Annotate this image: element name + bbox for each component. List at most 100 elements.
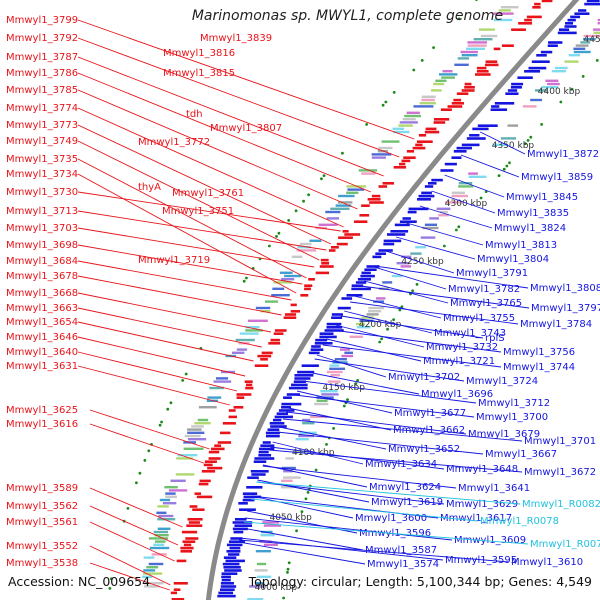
- category-stripe-mark: [298, 434, 314, 438]
- reverse-gene-label: Mmwyl1_3696: [421, 389, 493, 400]
- dot-mark: [354, 382, 358, 385]
- dot-mark: [570, 87, 574, 91]
- reverse-gene-label: Mmwyl1_3600: [355, 513, 427, 524]
- reverse-gene-mark: [341, 297, 353, 300]
- forward-gene-label: Mmwyl1_3774: [6, 103, 78, 114]
- forward-gene-mark: [424, 130, 440, 134]
- reverse-gene-leader: [286, 411, 467, 435]
- category-stripe-mark: [346, 191, 359, 194]
- category-stripe-mark: [318, 223, 338, 226]
- reverse-gene-label: Mmwyl1_3724: [466, 376, 538, 387]
- dot-mark: [307, 193, 311, 197]
- forward-gene-mark: [369, 201, 384, 204]
- category-stripe-mark: [254, 569, 268, 572]
- forward-gene-mark: [484, 63, 499, 67]
- forward-gene-mark: [425, 127, 437, 131]
- reverse-gene-leader: [251, 495, 354, 519]
- category-stripe-mark: [465, 47, 486, 50]
- forward-gene-mark: [182, 540, 196, 543]
- category-stripe-mark: [245, 329, 263, 332]
- reverse-gene-leader: [294, 394, 475, 418]
- category-stripe-mark: [404, 114, 421, 118]
- forward-gene-leader: [77, 227, 315, 268]
- rna-gene-label: Mmwyl1_R0076: [530, 539, 600, 550]
- dot-mark: [143, 459, 147, 462]
- category-stripe-mark: [263, 524, 282, 527]
- dot-mark: [267, 244, 271, 248]
- reverse-gene-leader: [322, 344, 502, 368]
- category-stripe-mark: [438, 214, 449, 217]
- category-stripe-mark: [143, 572, 163, 575]
- forward-gene-leader: [89, 562, 170, 591]
- reverse-gene-mark: [337, 306, 351, 310]
- reverse-gene-leader: [374, 266, 447, 290]
- forward-gene-label: Mmwyl1_3713: [6, 206, 78, 217]
- reverse-gene-mark: [461, 143, 480, 147]
- forward-gene-mark: [415, 143, 423, 147]
- forward-gene-mark: [433, 121, 446, 124]
- category-stripe-mark: [568, 54, 580, 57]
- category-stripe-mark: [433, 82, 445, 86]
- reverse-gene-mark: [294, 374, 314, 377]
- reverse-gene-mark: [297, 370, 315, 374]
- forward-gene-mark: [222, 422, 236, 425]
- category-stripe-mark: [344, 351, 354, 354]
- reverse-gene-mark: [217, 594, 236, 598]
- forward-gene-mark: [433, 118, 450, 121]
- category-stripe-mark: [439, 210, 448, 214]
- reverse-gene-mark: [233, 530, 244, 534]
- rna-gene-label: Mmwyl1_R0082: [522, 499, 600, 510]
- category-stripe-mark: [415, 246, 427, 249]
- forward-gene-mark: [268, 342, 281, 345]
- category-stripe-mark: [400, 265, 412, 268]
- reverse-gene-mark: [507, 89, 518, 92]
- category-stripe-mark: [279, 271, 293, 274]
- forward-gene-mark: [353, 220, 368, 223]
- category-stripe-mark: [593, 31, 600, 34]
- dot-mark: [392, 91, 396, 94]
- forward-gene-mark: [461, 89, 475, 92]
- reverse-gene-mark: [567, 18, 576, 22]
- reverse-gene-mark: [222, 562, 240, 566]
- forward-gene-label: Mmwyl1_3735: [6, 154, 78, 165]
- category-stripe-mark: [406, 111, 420, 114]
- forward-gene-label: Mmwyl1_3625: [6, 405, 78, 416]
- forward-gene-leader: [89, 423, 204, 464]
- forward-gene-mark: [257, 354, 272, 358]
- reverse-gene-label: Mmwyl1_3648: [446, 464, 518, 475]
- category-stripe-mark: [396, 262, 410, 265]
- forward-gene-label: Mmwyl1_3561: [6, 517, 78, 528]
- reverse-gene-mark: [291, 383, 308, 387]
- dot-mark: [275, 235, 278, 238]
- forward-gene-mark: [211, 447, 225, 451]
- forward-gene-label: Mmwyl1_3631: [6, 361, 78, 372]
- reverse-gene-mark: [431, 178, 443, 182]
- dot-mark: [378, 340, 382, 344]
- dot-mark: [332, 427, 335, 430]
- category-stripe-mark: [255, 306, 271, 310]
- reverse-gene-mark: [319, 335, 337, 339]
- forward-gene-label: Mmwyl1_3839: [200, 33, 272, 44]
- category-stripe-mark: [157, 527, 171, 530]
- forward-gene-mark: [304, 287, 311, 291]
- reverse-gene-mark: [408, 207, 429, 211]
- forward-gene-mark: [170, 591, 178, 595]
- position-tick-label: 4400 kbp: [538, 87, 581, 97]
- category-stripe-mark: [467, 41, 488, 44]
- reverse-gene-mark: [531, 60, 550, 63]
- forward-gene-mark: [180, 546, 194, 550]
- reverse-gene-mark: [226, 550, 241, 553]
- reverse-gene-mark: [584, 2, 600, 6]
- category-stripe-mark: [316, 399, 328, 402]
- category-stripe-mark: [337, 201, 353, 204]
- feature-tracks: [108, 0, 600, 600]
- reverse-gene-mark: [326, 326, 343, 329]
- reverse-gene-label: Mmwyl1_3677: [394, 408, 466, 419]
- reverse-gene-leader: [316, 354, 387, 378]
- position-tick-label: 4350 kbp: [492, 141, 535, 151]
- forward-gene-mark: [474, 73, 491, 76]
- forward-gene-mark: [181, 530, 198, 534]
- reverse-gene-mark: [232, 527, 248, 531]
- reverse-gene-mark: [250, 470, 269, 473]
- reverse-gene-mark: [294, 377, 311, 380]
